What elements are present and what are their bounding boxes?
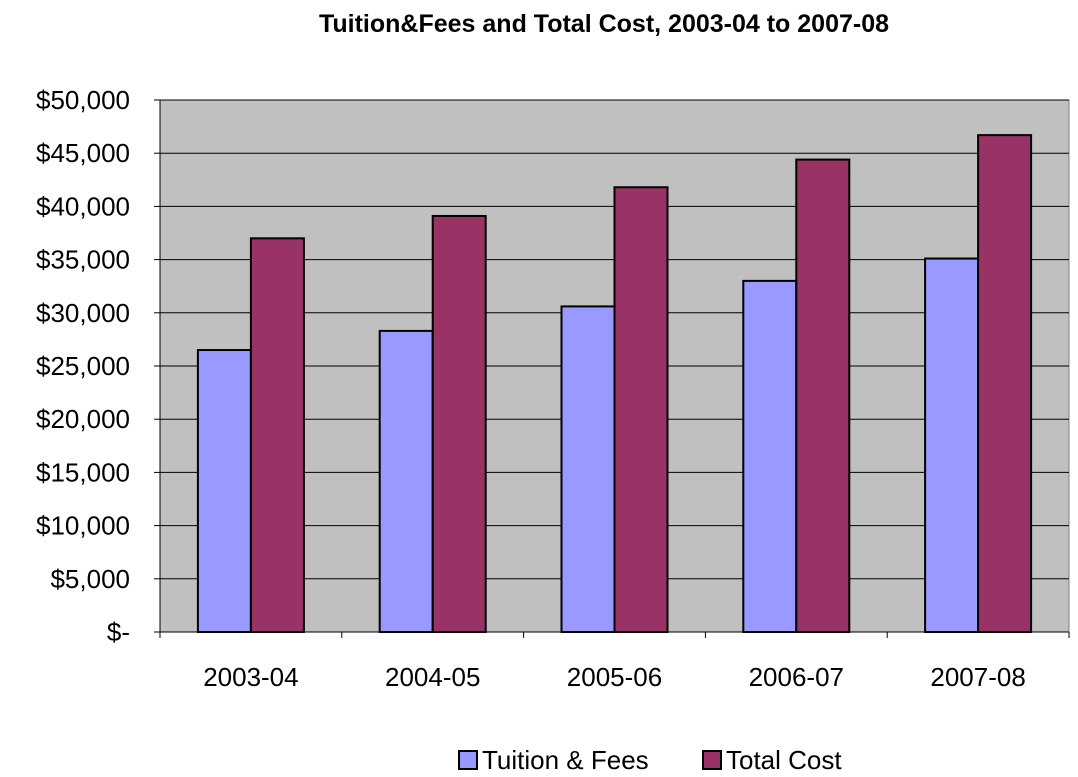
legend-label-total-cost: Total Cost (726, 745, 842, 775)
y-tick-label: $20,000 (36, 404, 130, 434)
chart-title: Tuition&Fees and Total Cost, 2003-04 to … (319, 10, 889, 38)
x-tick-label: 2006-07 (749, 662, 844, 692)
y-tick-label: $25,000 (36, 351, 130, 381)
legend: Tuition & Fees Total Cost (458, 745, 842, 775)
bar-total-cost-2004-05 (431, 214, 487, 633)
y-tick-label: $35,000 (36, 245, 130, 275)
bar-total-cost-2003-04 (249, 237, 305, 633)
y-tick-label: $40,000 (36, 191, 130, 221)
gridlines (160, 99, 1069, 580)
axes (154, 99, 1070, 638)
x-tick-label: 2003-04 (203, 662, 298, 692)
y-tick-label: $50,000 (36, 85, 130, 115)
bar-tuition-fees-2007-08 (924, 257, 980, 633)
bar-total-cost-2006-07 (795, 158, 851, 633)
x-tick-label: 2004-05 (385, 662, 480, 692)
y-tick-label: $45,000 (36, 138, 130, 168)
bar-tuition-fees-2003-04 (196, 349, 252, 633)
bar-total-cost-2005-06 (613, 186, 669, 634)
y-tick-label: $- (107, 617, 130, 647)
x-tick-label: 2005-06 (567, 662, 662, 692)
y-tick-label: $5,000 (50, 564, 130, 594)
x-tick-label: 2007-08 (930, 662, 1025, 692)
bar-tuition-fees-2006-07 (742, 279, 798, 633)
y-tick-label: $30,000 (36, 298, 130, 328)
y-tick-label: $15,000 (36, 457, 130, 487)
y-tick-labels: $- $5,000 $10,000 $15,000 $20,000 $25,000 $30,… (36, 85, 130, 647)
bar-tuition-fees-2005-06 (560, 305, 616, 633)
bar-tuition-fees-2004-05 (378, 329, 434, 633)
x-tick-labels: 2003-04 2004-05 2005-06 2006-07 2007-08 (203, 662, 1026, 692)
y-tick-label: $10,000 (36, 511, 130, 541)
bar-total-cost-2007-08 (977, 134, 1033, 633)
legend-swatch-total-cost (702, 750, 722, 770)
legend-label-tuition-fees: Tuition & Fees (482, 745, 649, 775)
legend-swatch-tuition-fees (458, 750, 478, 770)
